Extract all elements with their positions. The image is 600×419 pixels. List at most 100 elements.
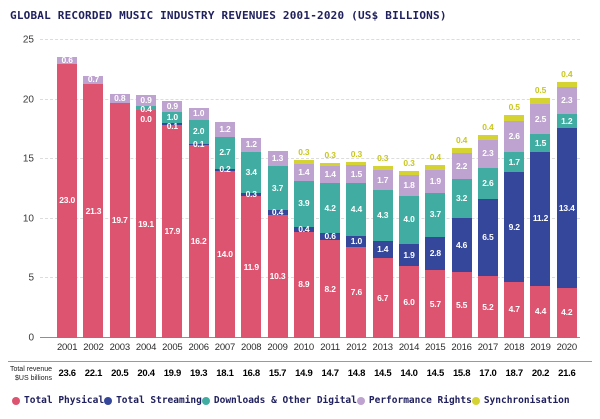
bar-segment-performance-rights <box>530 104 551 135</box>
total-revenue-2012: 14.8 <box>347 368 366 379</box>
bar-segment-synchronisation <box>293 160 314 164</box>
bar-segment-synchronisation <box>556 81 577 87</box>
bar-segment-synchronisation <box>451 148 472 154</box>
bar-label-total-physical: 8.2 <box>324 283 336 294</box>
bar-segment-performance-rights <box>346 165 367 184</box>
bar-segment-downloads-other-digital <box>136 105 157 111</box>
bar-label-performance-rights: 2.3 <box>561 94 573 105</box>
bar-segment-performance-rights <box>477 140 498 168</box>
bar-cell-2016: 0.4 2.2 3.2 4.6 5.5 <box>448 40 474 338</box>
bar-label-total-streaming: 0.4 <box>298 224 310 235</box>
bar-segment-synchronisation <box>399 171 419 175</box>
stacked-bar-2006: 1.0 2.0 0.1 16.2 <box>188 40 209 338</box>
bar-segment-performance-rights <box>425 169 446 193</box>
bar-segment-performance-rights <box>241 137 262 153</box>
bar-label-total-streaming: 13.4 <box>558 202 575 213</box>
stacked-bar-2009: 1.3 3.7 0.4 10.3 <box>267 40 288 338</box>
bar-label-total-physical: 6.0 <box>403 296 415 307</box>
bar-label-performance-rights: 2.3 <box>482 148 494 159</box>
bar-segment-total-physical <box>425 270 446 338</box>
stacked-bar-2003: 0.8 19.7 <box>109 40 130 338</box>
bar-segment-total-physical <box>372 258 393 338</box>
bar-label-downloads-other-digital: 3.7 <box>429 209 441 220</box>
stacked-bar-2014: 0.3 1.8 4.0 1.9 6.0 <box>399 40 419 338</box>
bar-label-synchronisation: 0.3 <box>377 153 389 164</box>
bar-segment-downloads-other-digital <box>320 183 341 234</box>
bar-segment-total-streaming <box>267 210 288 216</box>
bar-segment-synchronisation <box>425 165 446 170</box>
bar-label-synchronisation: 0.4 <box>429 152 441 163</box>
bar-label-total-physical: 14.0 <box>217 249 233 260</box>
bar-segment-downloads-other-digital <box>477 167 498 199</box>
bar-segment-downloads-other-digital <box>162 111 183 124</box>
bar-label-synchronisation: 0.4 <box>455 135 468 146</box>
bar-label-performance-rights: 2.6 <box>508 131 520 142</box>
bar-label-performance-rights: 1.5 <box>350 168 363 179</box>
bar-cell-2018: 0.5 2.6 1.7 9.2 4.7 <box>501 40 527 338</box>
total-revenue-2007: 18.1 <box>216 368 234 379</box>
total-revenue-2008: 16.8 <box>242 368 261 379</box>
bar-label-downloads-other-digital: 3.9 <box>298 198 310 209</box>
stacked-bar-2010: 0.3 1.4 3.9 0.4 8.9 <box>293 40 314 338</box>
stacked-bar-2016: 0.4 2.2 3.2 4.6 5.5 <box>451 40 472 338</box>
year-label-2003: 2003 <box>109 342 131 353</box>
year-label-2020: 2020 <box>556 342 578 353</box>
bar-label-total-streaming: 11.2 <box>532 213 549 224</box>
bar-cell-2007: 1.2 2.7 0.2 14.0 <box>212 40 238 338</box>
bar-label-total-streaming: 0.6 <box>324 231 336 242</box>
bar-segment-total-physical <box>214 171 235 338</box>
bar-label-total-physical: 11.9 <box>243 261 259 272</box>
bar-label-downloads-other-digital: 1.5 <box>534 137 547 148</box>
year-label-2006: 2006 <box>188 342 209 353</box>
bar-segment-downloads-other-digital <box>267 166 288 211</box>
chart-title: GLOBAL RECORDED MUSIC INDUSTRY REVENUES … <box>10 9 447 22</box>
legend-dot-icon <box>356 396 365 405</box>
bar-label-downloads-other-digital: 3.7 <box>271 182 284 193</box>
bar-segment-performance-rights <box>399 174 419 197</box>
bar-segment-total-physical <box>346 247 367 338</box>
gridline-20: 20 <box>23 94 580 105</box>
bar-cell-2008: 1.2 3.4 0.3 11.9 <box>238 40 264 338</box>
bar-label-performance-rights: 2.2 <box>455 160 468 171</box>
bar-label-total-physical: 4.2 <box>561 307 573 318</box>
bar-label-total-streaming: 2.8 <box>429 247 441 258</box>
bar-segment-performance-rights <box>162 100 183 112</box>
total-revenue-2004: 20.4 <box>137 368 155 379</box>
bar-label-total-physical: 10.3 <box>269 271 286 282</box>
bar-label-total-streaming: 0.1 <box>166 121 178 132</box>
bar-label-downloads-other-digital: 2.0 <box>193 126 205 137</box>
year-label-2017: 2017 <box>477 342 499 353</box>
bar-label-performance-rights: 0.9 <box>140 94 152 105</box>
bar-segment-synchronisation <box>346 161 367 166</box>
bar-label-performance-rights: 0.7 <box>87 74 100 85</box>
legend-dot-icon <box>471 396 480 405</box>
bar-label-synchronisation: 0.3 <box>350 148 363 159</box>
bar-label-performance-rights: 1.9 <box>429 175 441 186</box>
bar-label-total-streaming: 1.4 <box>377 244 389 255</box>
bar-label-performance-rights: 1.2 <box>219 123 231 134</box>
stacked-bar-2019: 0.5 2.5 1.5 11.2 4.4 <box>530 40 551 338</box>
bar-segment-downloads-other-digital <box>425 192 446 237</box>
total-revenue-2009: 15.7 <box>268 368 287 379</box>
bar-label-synchronisation: 0.3 <box>324 149 336 160</box>
bar-segment-total-physical <box>188 144 209 338</box>
bar-segment-total-streaming <box>372 241 393 259</box>
total-revenue-2014: 14.0 <box>400 368 418 379</box>
bar-cell-2004: 0.9 0.4 0.0 19.1 <box>133 40 159 338</box>
bar-label-total-physical: 4.4 <box>534 306 547 317</box>
bar-segment-total-streaming <box>425 236 446 271</box>
legend-dot-icon <box>201 396 210 405</box>
bar-label-total-streaming: 1.9 <box>403 249 415 260</box>
bar-label-downloads-other-digital: 4.3 <box>377 210 389 221</box>
bar-label-downloads-other-digital: 0.4 <box>140 104 152 115</box>
bar-label-synchronisation: 0.3 <box>298 147 310 158</box>
year-label-2015: 2015 <box>425 342 446 353</box>
bar-label-performance-rights: 1.0 <box>193 108 205 119</box>
bar-label-total-physical: 17.9 <box>164 225 181 236</box>
year-label-2004: 2004 <box>135 342 157 353</box>
bar-segment-total-streaming <box>477 198 498 277</box>
bar-label-total-physical: 19.7 <box>111 215 128 226</box>
bar-label-total-streaming: 1.0 <box>350 235 363 246</box>
year-label-2010: 2010 <box>293 342 315 353</box>
total-revenue-2002: 22.1 <box>84 368 103 379</box>
